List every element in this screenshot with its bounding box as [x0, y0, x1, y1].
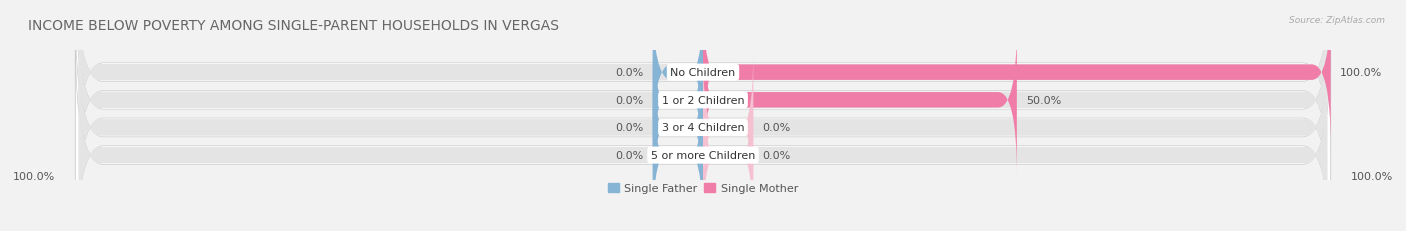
FancyBboxPatch shape [79, 67, 1327, 231]
Text: INCOME BELOW POVERTY AMONG SINGLE-PARENT HOUSEHOLDS IN VERGAS: INCOME BELOW POVERTY AMONG SINGLE-PARENT… [28, 18, 560, 32]
Text: 0.0%: 0.0% [762, 150, 792, 160]
Text: 5 or more Children: 5 or more Children [651, 150, 755, 160]
Text: Source: ZipAtlas.com: Source: ZipAtlas.com [1289, 16, 1385, 25]
FancyBboxPatch shape [76, 0, 1330, 215]
Text: 100.0%: 100.0% [1340, 68, 1382, 78]
Legend: Single Father, Single Mother: Single Father, Single Mother [603, 179, 803, 198]
Text: 50.0%: 50.0% [1026, 95, 1062, 105]
Text: 0.0%: 0.0% [762, 123, 792, 133]
FancyBboxPatch shape [652, 53, 703, 203]
FancyBboxPatch shape [79, 40, 1327, 216]
Text: 0.0%: 0.0% [614, 150, 644, 160]
Text: 3 or 4 Children: 3 or 4 Children [662, 123, 744, 133]
FancyBboxPatch shape [76, 0, 1330, 187]
Text: No Children: No Children [671, 68, 735, 78]
FancyBboxPatch shape [652, 25, 703, 175]
FancyBboxPatch shape [76, 13, 1330, 231]
Text: 0.0%: 0.0% [614, 95, 644, 105]
Text: 100.0%: 100.0% [1351, 171, 1393, 181]
Text: 1 or 2 Children: 1 or 2 Children [662, 95, 744, 105]
FancyBboxPatch shape [652, 81, 703, 230]
FancyBboxPatch shape [703, 81, 754, 230]
Text: 100.0%: 100.0% [13, 171, 55, 181]
FancyBboxPatch shape [703, 53, 754, 203]
Text: 0.0%: 0.0% [614, 68, 644, 78]
FancyBboxPatch shape [703, 25, 1017, 175]
FancyBboxPatch shape [703, 0, 1330, 148]
FancyBboxPatch shape [652, 0, 703, 148]
FancyBboxPatch shape [79, 0, 1327, 161]
Text: 0.0%: 0.0% [614, 123, 644, 133]
FancyBboxPatch shape [79, 12, 1327, 188]
FancyBboxPatch shape [76, 41, 1330, 231]
